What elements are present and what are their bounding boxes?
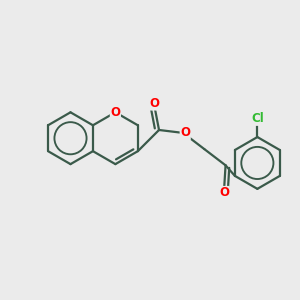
Text: O: O [219, 187, 229, 200]
Text: O: O [110, 106, 120, 119]
Text: O: O [150, 97, 160, 110]
Text: Cl: Cl [251, 112, 264, 125]
Text: O: O [180, 126, 190, 140]
